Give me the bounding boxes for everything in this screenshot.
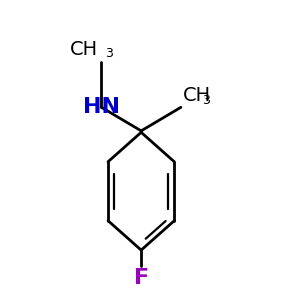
Text: CH: CH	[182, 86, 211, 105]
Text: 3: 3	[202, 94, 210, 107]
Text: F: F	[134, 268, 149, 288]
Text: CH: CH	[70, 40, 98, 59]
Text: HN: HN	[83, 97, 120, 117]
Text: 3: 3	[105, 47, 113, 60]
